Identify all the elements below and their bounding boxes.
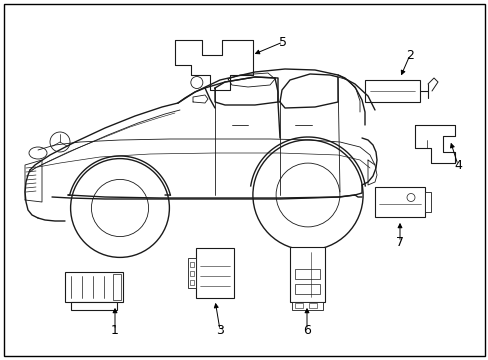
Bar (424, 192, 430, 212)
Bar (190, 280, 194, 285)
Bar (196, 248, 234, 298)
Text: 3: 3 (216, 324, 224, 337)
Bar (289, 247, 325, 302)
Bar (294, 303, 303, 308)
Text: 2: 2 (405, 49, 413, 62)
Text: 1: 1 (111, 324, 119, 337)
Text: 5: 5 (279, 36, 286, 49)
Bar (190, 262, 194, 267)
Bar (308, 303, 316, 308)
Bar (364, 80, 419, 102)
Bar (294, 269, 319, 279)
Bar (374, 187, 424, 217)
Bar (71, 302, 117, 310)
Bar (190, 271, 194, 276)
Text: 4: 4 (453, 158, 461, 171)
Bar (113, 274, 121, 300)
Text: 7: 7 (395, 235, 403, 248)
Bar (187, 258, 196, 288)
Bar (65, 272, 123, 302)
Bar (291, 302, 323, 310)
Text: 6: 6 (303, 324, 310, 337)
Bar (294, 284, 319, 294)
